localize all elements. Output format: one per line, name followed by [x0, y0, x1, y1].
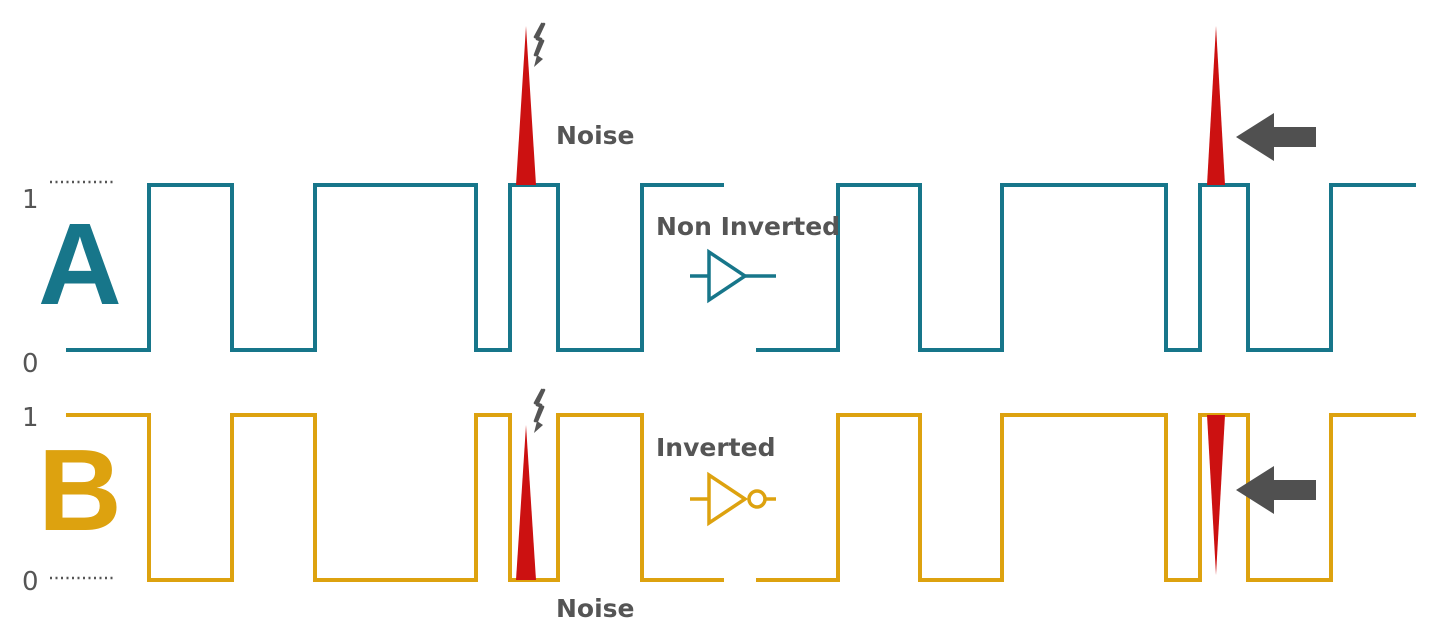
- signal-a-low-label: 0: [22, 349, 39, 379]
- signal-a-waveform-output: [756, 183, 1416, 352]
- noise-spike-b-output: [1207, 415, 1225, 575]
- noise-spike-b-input: [516, 425, 536, 580]
- buffer-gate-icon: [690, 248, 776, 304]
- signal-b-waveform-input: [66, 413, 724, 582]
- noise-label-top: Noise: [556, 121, 635, 150]
- arrow-left-icon: [1236, 466, 1316, 514]
- signal-a-waveform-input: [66, 183, 724, 352]
- inverted-label: Inverted: [656, 433, 775, 462]
- signal-b-name: B: [38, 425, 122, 555]
- arrow-left-icon: [1236, 113, 1316, 161]
- signal-a-name: A: [38, 199, 122, 329]
- non-inverted-label: Non Inverted: [656, 212, 840, 241]
- noise-label-bottom: Noise: [556, 594, 635, 623]
- signal-b-high-label: 1: [22, 403, 39, 433]
- noise-spike-a-input: [516, 26, 536, 185]
- inverter-gate-icon: [690, 471, 776, 527]
- lightning-icon: [533, 388, 546, 433]
- signal-b-low-label: 0: [22, 567, 39, 597]
- noise-spike-a-output: [1207, 26, 1225, 185]
- signal-b-waveform-output: [756, 413, 1416, 582]
- lightning-icon: [533, 22, 546, 67]
- signal-a-high-label: 1: [22, 185, 39, 215]
